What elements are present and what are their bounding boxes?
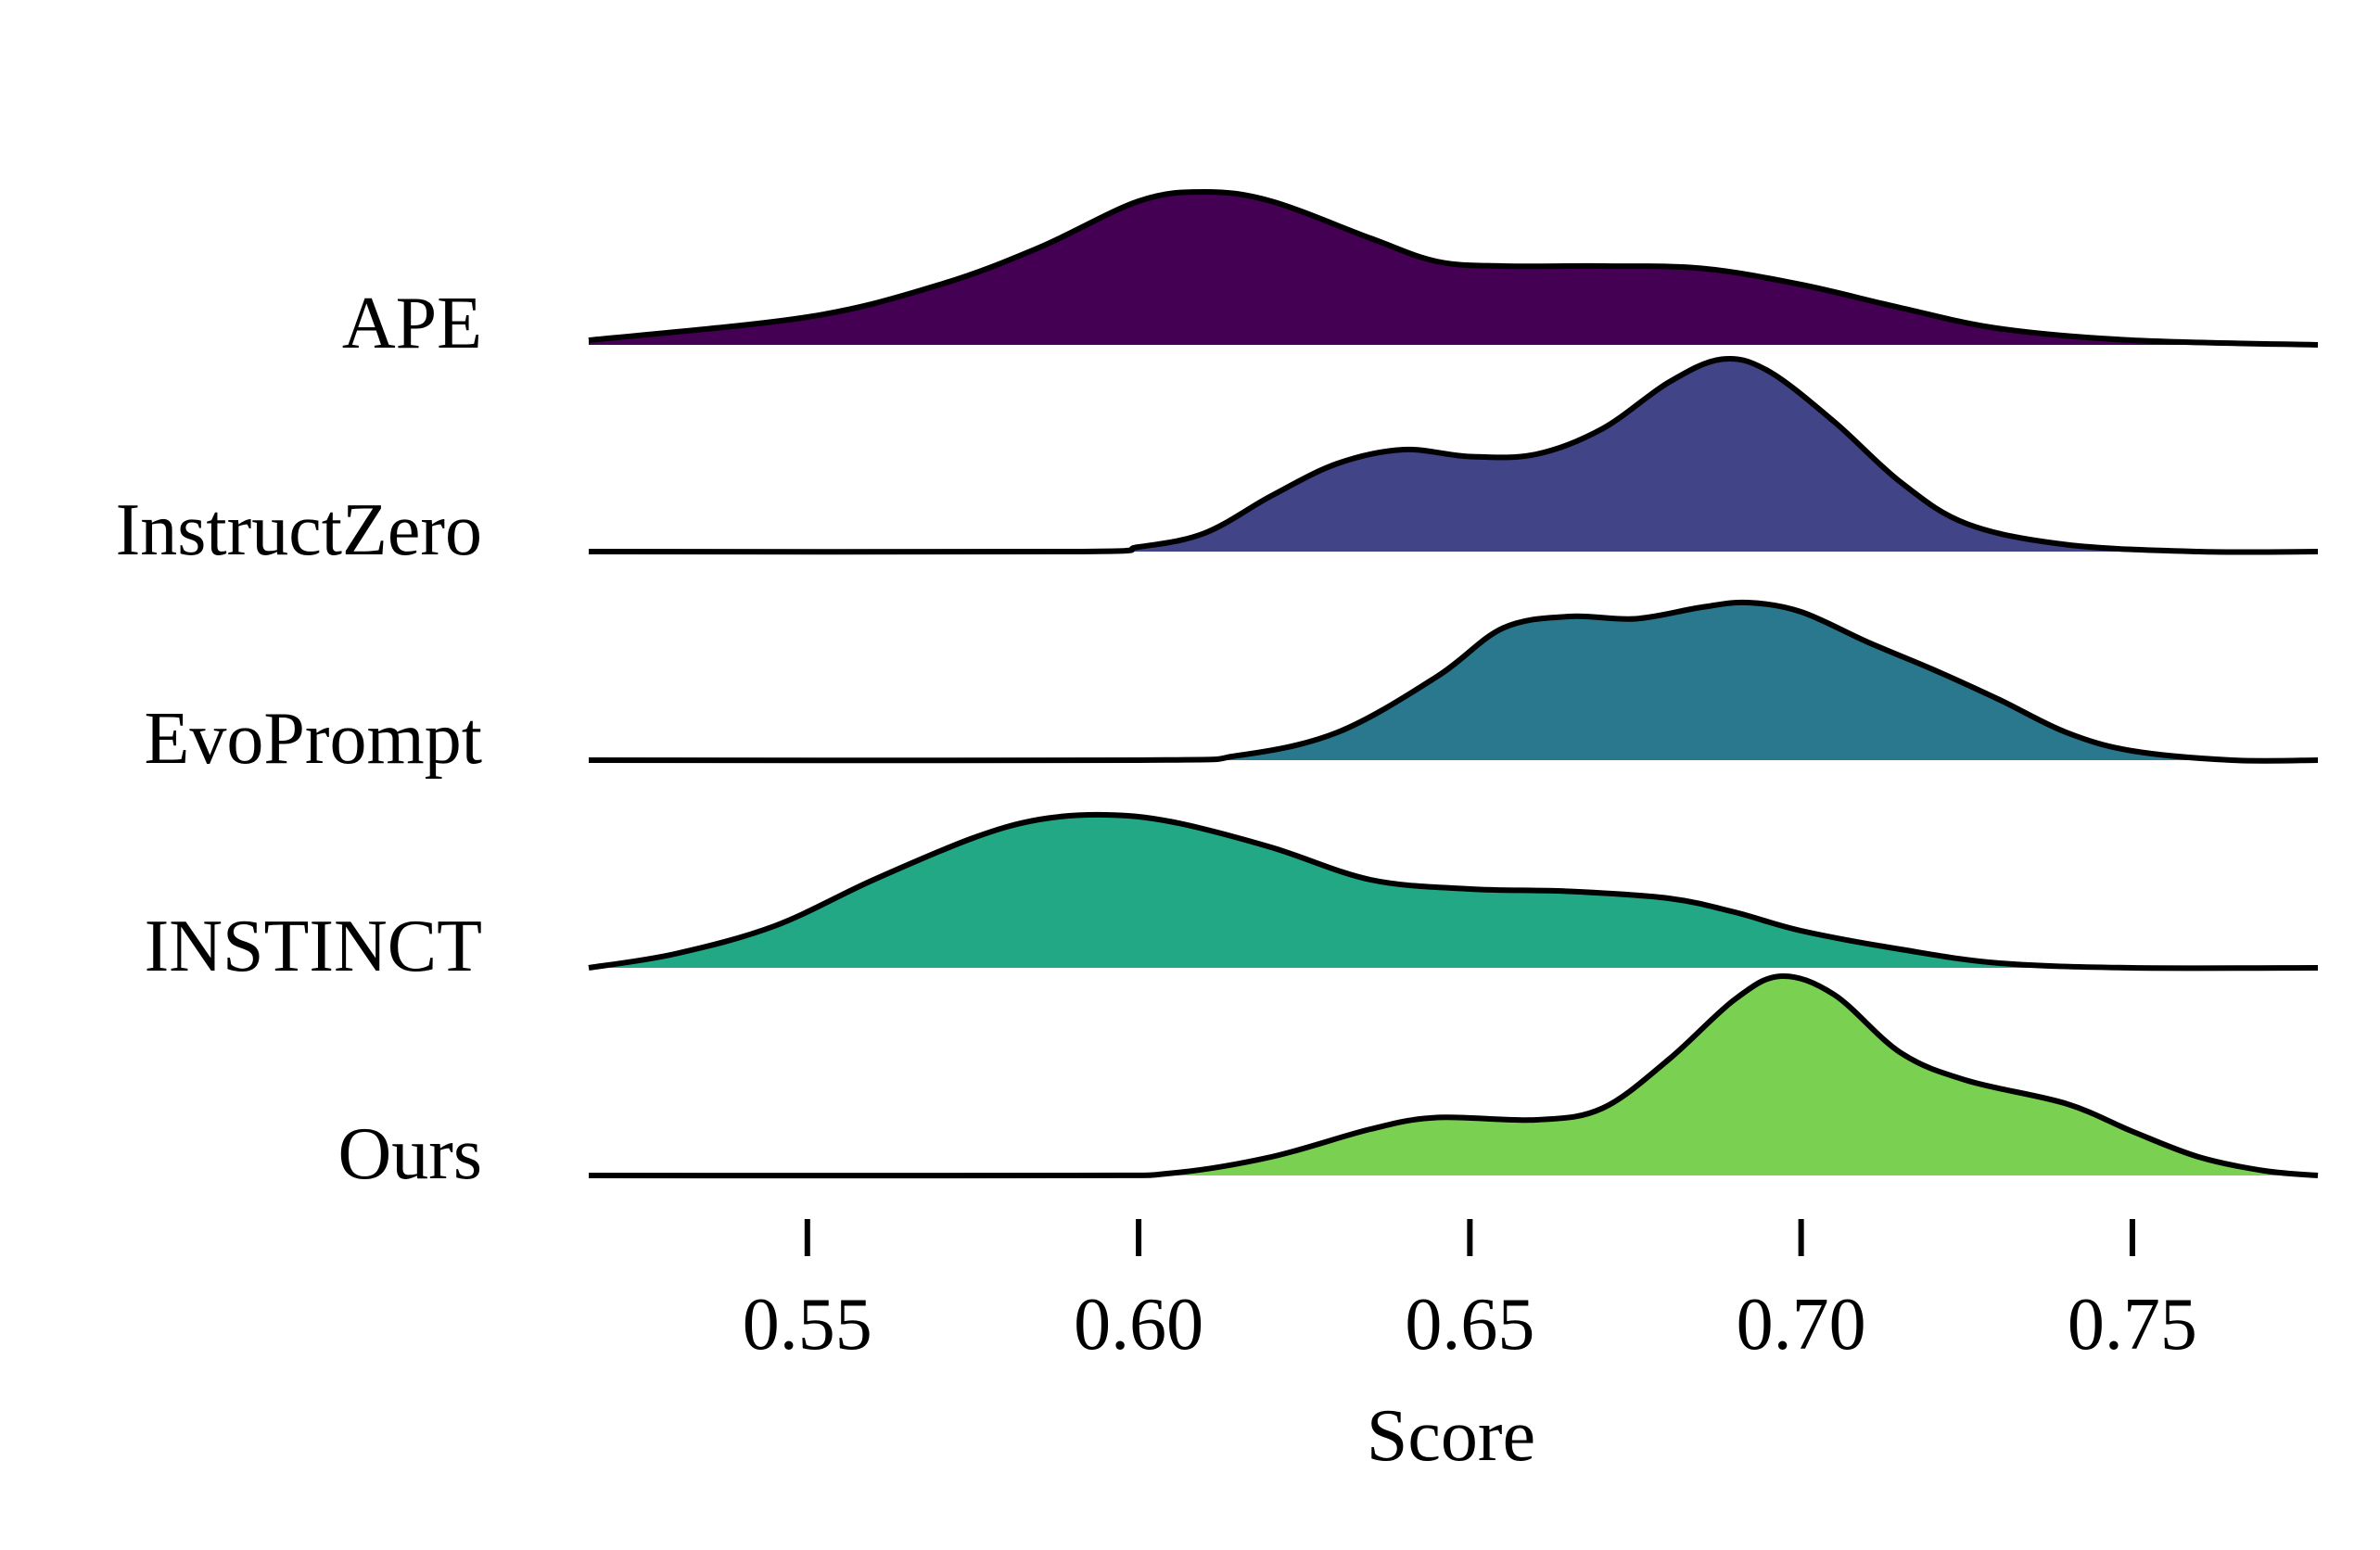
x-tick-label: 0.55 [743,1284,872,1366]
ridge-fill-ape [589,192,2318,345]
ridge-outline-instinct [588,811,2319,972]
category-label-ours: Ours [337,1113,482,1195]
ridge-outline-ape [588,189,2319,348]
x-axis: 0.55 0.60 0.65 0.70 0.75 [743,1219,2197,1366]
category-label-evoprompt: EvoPrompt [145,698,482,780]
x-tick-label: 0.70 [1737,1284,1866,1366]
category-label-ape: APE [342,283,482,364]
ridge-outline-ours [588,972,2319,1179]
category-labels: APE InstructZero EvoPrompt INSTINCT Ours [116,283,482,1195]
category-label-instructzero: InstructZero [116,489,482,571]
ridges-group [588,189,2319,1179]
ridge-fill-ours [589,975,2318,1176]
ridge-outline-evoprompt [588,599,2319,764]
x-tick-label: 0.65 [1405,1284,1534,1366]
x-tick-label: 0.75 [2068,1284,2197,1366]
ridge-outline-instructzero [588,355,2319,555]
ridge-fill-evoprompt [589,602,2318,761]
x-tick-label: 0.60 [1074,1284,1203,1366]
x-axis-label: Score [1367,1395,1535,1477]
ridge-fill-instinct [589,814,2318,969]
category-label-instinct: INSTINCT [145,906,482,987]
